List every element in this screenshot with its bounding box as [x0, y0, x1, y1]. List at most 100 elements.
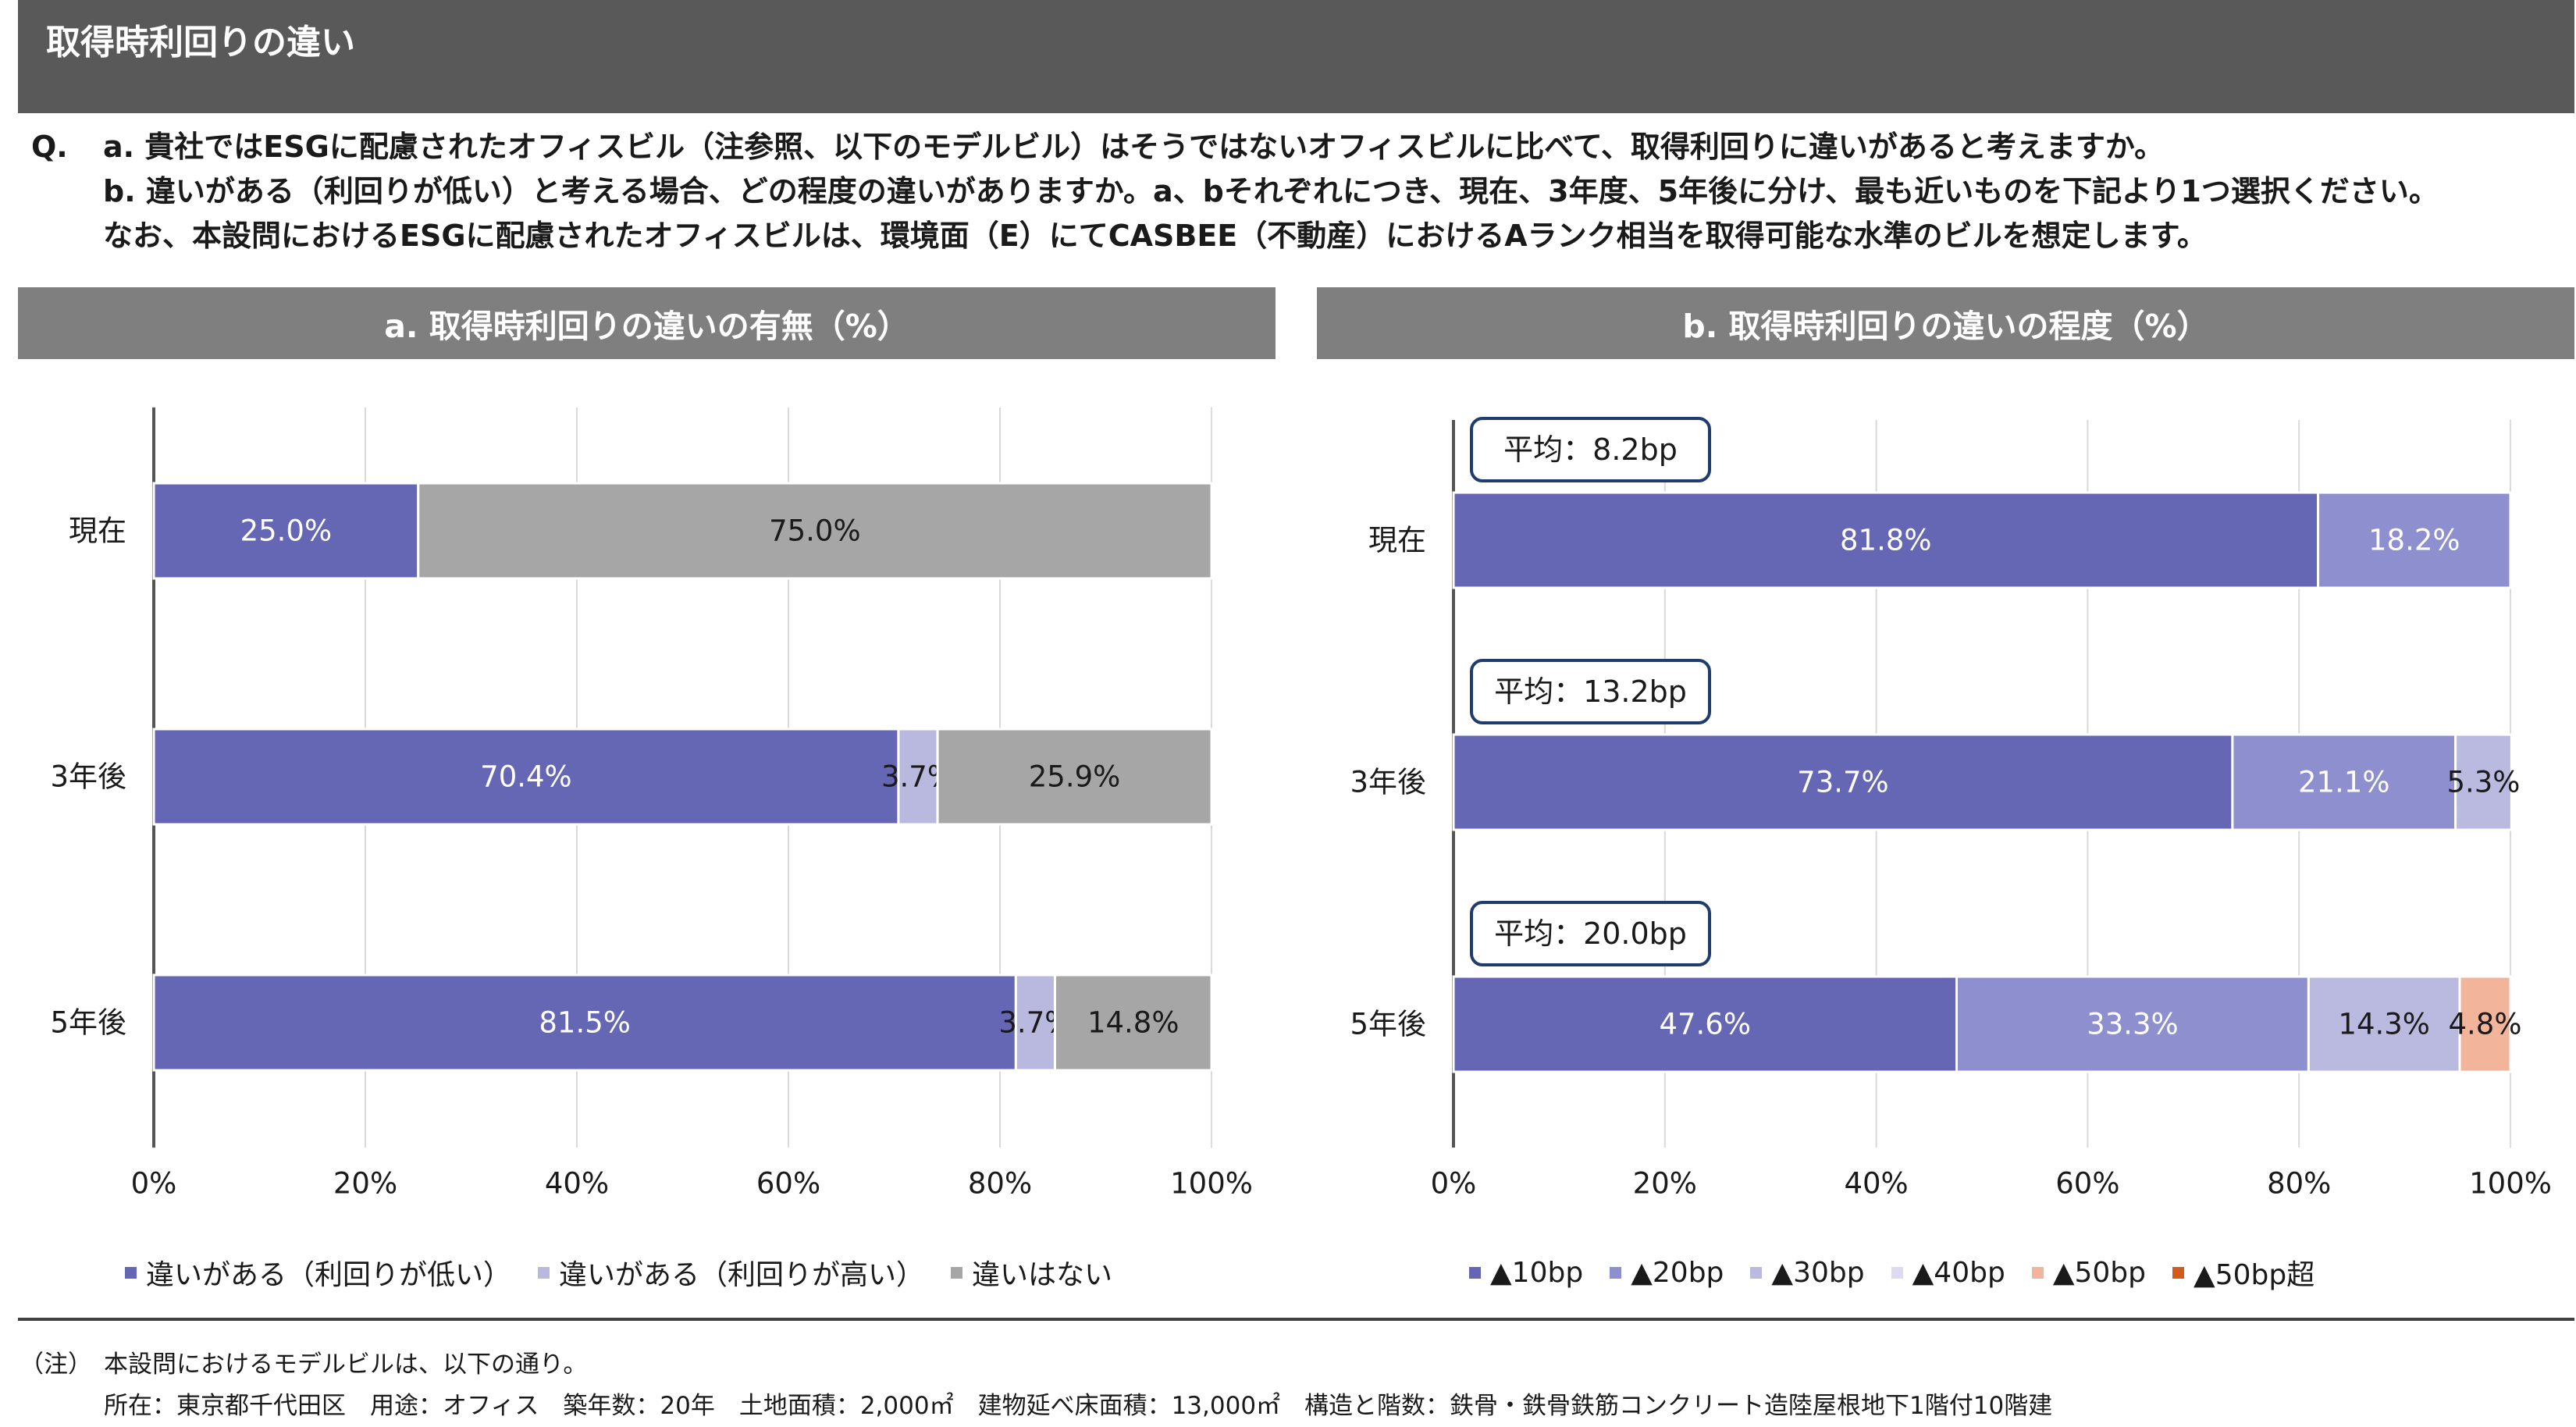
chart-a-data-label: 81.5%	[539, 1006, 631, 1040]
chart-b-category-label: 5年後	[1350, 1008, 1426, 1041]
chart-a-data-label: 25.0%	[240, 514, 333, 548]
chart-b-bar-segment	[1452, 733, 2234, 831]
chart-b-category-label: 3年後	[1350, 766, 1426, 799]
legend-item: 違いはない	[951, 1252, 1112, 1293]
legend-label: 違いはない	[972, 1259, 1113, 1291]
chart-b-average-label: 平均：13.2bp	[1494, 674, 1687, 709]
question-line-c: なお、本設問におけるESGに配慮されたオフィスビルは、環境面（E）にてCASBE…	[31, 214, 2560, 258]
legend-item: ▲50bp超	[2172, 1252, 2314, 1293]
chart-a-x-tick-label: 0%	[131, 1167, 177, 1201]
question-label: Q.	[31, 130, 68, 164]
legend-swatch	[2031, 1266, 2044, 1279]
chart-b-data-label: 14.3%	[2338, 1008, 2430, 1041]
legend-swatch	[1469, 1266, 1481, 1279]
chart-b-data-label: 4.8%	[2449, 1008, 2522, 1041]
chart-b-bar-segment	[2231, 733, 2457, 831]
question-text-c: なお、本設問におけるESGに配慮されたオフィスビルは、環境面（E）にてCASBE…	[103, 219, 2207, 253]
chart-b-x-tick-label: 80%	[2267, 1167, 2331, 1201]
chart-b-bar-segment	[1955, 975, 2310, 1073]
chart-b-average-label: 平均：20.0bp	[1494, 916, 1687, 951]
question-text-a: a. 貴社ではESGに配慮されたオフィスビル（注参照、以下のモデルビル）はそうで…	[103, 130, 2165, 164]
chart-a-bar-segment	[1053, 973, 1213, 1072]
footnote: （注） 本設問におけるモデルビルは、以下の通り。 所在：東京都千代田区 用途：オフ…	[20, 1344, 2052, 1427]
legend-label: ▲10bp	[1490, 1256, 1584, 1289]
question-line-a: Q. a. 貴社ではESGに配慮されたオフィスビル（注参照、以下のモデルビル）はそ…	[31, 125, 2560, 169]
footnote-label: （注）	[20, 1350, 92, 1379]
legend-item: ▲30bp	[1750, 1257, 1865, 1289]
chart-a-bar-segment	[897, 728, 939, 826]
chart-a-x-tick-label: 100%	[1170, 1167, 1253, 1201]
chart-a-category-label: 5年後	[50, 1006, 126, 1040]
chart-b-data-label: 5.3%	[2446, 766, 2520, 799]
legend-label: 違いがある（利回りが高い）	[559, 1259, 925, 1291]
chart-b-x-tick-label: 20%	[1633, 1167, 1697, 1201]
chart-b-category-label: 現在	[1368, 524, 1426, 557]
chart-a-data-label: 70.4%	[480, 760, 572, 794]
chart-b-x-tick-label: 0%	[1431, 1167, 1477, 1201]
chart-a-x-tick-label: 80%	[968, 1167, 1032, 1201]
chart-b-data-label: 33.3%	[2087, 1008, 2179, 1041]
chart-a-x-tick-label: 20%	[333, 1167, 397, 1201]
chart-a-data-label: 25.9%	[1029, 760, 1121, 794]
chart-b-x-tick-label: 100%	[2469, 1167, 2552, 1201]
chart-b-x-tick-label: 40%	[1844, 1167, 1908, 1201]
chart-a-x-tick-label: 60%	[756, 1167, 820, 1201]
legend-label: ▲50bp	[2052, 1256, 2147, 1289]
chart-b-average-box	[1470, 901, 1711, 966]
legend-label: ▲20bp	[1631, 1256, 1724, 1289]
legend-swatch	[538, 1266, 550, 1279]
chart-b-average-box	[1470, 417, 1711, 482]
chart-a-bar-segment	[152, 728, 900, 826]
chart-b-legend: ▲10bp ▲20bp ▲30bp ▲40bp ▲50bp ▲50bp超	[1469, 1249, 2341, 1296]
legend-swatch	[951, 1266, 963, 1279]
chart-b-header: b. 取得時利回りの違いの程度（%）	[1317, 287, 2574, 359]
chart-a-title: a. 取得時利回りの違いの有無（%）	[384, 308, 909, 345]
legend-item: ▲40bp	[1891, 1257, 2005, 1289]
chart-a-header: a. 取得時利回りの違いの有無（%）	[18, 287, 1276, 359]
legend-item: 違いがある（利回りが低い）	[125, 1252, 511, 1293]
footnote-line-2: 所在：東京都千代田区 用途：オフィス 築年数：20年 土地面積：2,000㎡ 建…	[20, 1386, 2052, 1427]
chart-b-average-box	[1470, 659, 1711, 724]
chart-a-legend: 違いがある（利回りが低い） 違いがある（利回りが高い） 違いはない	[125, 1249, 1139, 1296]
chart-b-average-label: 平均：8.2bp	[1503, 432, 1678, 467]
chart-a-data-label: 14.8%	[1087, 1006, 1179, 1040]
chart-b-bar-segment	[2458, 975, 2512, 1073]
legend-label: ▲50bp超	[2194, 1259, 2315, 1291]
chart-b-title: b. 取得時利回りの違いの程度（%）	[1682, 308, 2209, 345]
chart-b-data-label: 81.8%	[1840, 524, 1932, 557]
chart-a-category-label: 3年後	[50, 760, 126, 794]
legend-item: 違いがある（利回りが高い）	[538, 1252, 924, 1293]
legend-item: ▲50bp	[2031, 1256, 2147, 1289]
chart-b-data-label: 21.1%	[2298, 766, 2390, 799]
title-bar: 取得時利回りの違い	[18, 0, 2574, 113]
legend-swatch	[1610, 1266, 1622, 1279]
legend-label: ▲40bp	[1912, 1256, 2005, 1289]
legend-label: 違いがある（利回りが低い）	[146, 1259, 512, 1291]
charts-canvas: 0% 20% 40% 60% 80% 100%現在 25.0% 75.0%3年後 70.4% 3.…	[50, 407, 2552, 1201]
footnote-line-1: （注） 本設問におけるモデルビルは、以下の通り。	[20, 1344, 2052, 1386]
page-title: 取得時利回りの違い	[46, 23, 355, 62]
chart-b-data-label: 73.7%	[1797, 766, 1889, 799]
chart-b-bar-segment	[2454, 733, 2513, 831]
question-text-b: b. 違いがある（利回りが低い）と考える場合、どの程度の違いがありますか。a、b…	[103, 174, 2439, 208]
question-block: Q. a. 貴社ではESGに配慮されたオフィスビル（注参照、以下のモデルビル）はそ…	[31, 125, 2560, 258]
legend-item: ▲20bp	[1610, 1257, 1724, 1289]
chart-a-data-label: 75.0%	[769, 514, 861, 548]
chart-a-bar-segment	[936, 728, 1213, 826]
chart-a-bar-segment	[417, 482, 1213, 580]
legend-swatch	[1891, 1266, 1903, 1279]
chart-b-data-label: 47.6%	[1659, 1008, 1751, 1041]
divider	[18, 1318, 2574, 1321]
chart-b-bar-segment	[1452, 491, 2320, 589]
legend-swatch	[1750, 1266, 1763, 1279]
chart-b-bar-segment	[1452, 975, 1959, 1073]
chart-a-bar-segment	[1014, 973, 1056, 1072]
footnote-text-2: 所在：東京都千代田区 用途：オフィス 築年数：20年 土地面積：2,000㎡ 建…	[104, 1392, 2053, 1420]
chart-b-data-label: 18.2%	[2368, 524, 2460, 557]
legend-swatch	[2172, 1266, 2185, 1279]
chart-b-x-tick-label: 60%	[2055, 1167, 2119, 1201]
question-line-b: b. 違いがある（利回りが低い）と考える場合、どの程度の違いがありますか。a、b…	[31, 169, 2560, 214]
footnote-text-1: 本設問におけるモデルビルは、以下の通り。	[104, 1350, 588, 1379]
legend-item: ▲10bp	[1469, 1257, 1583, 1289]
chart-a-bar-segment	[152, 482, 420, 580]
